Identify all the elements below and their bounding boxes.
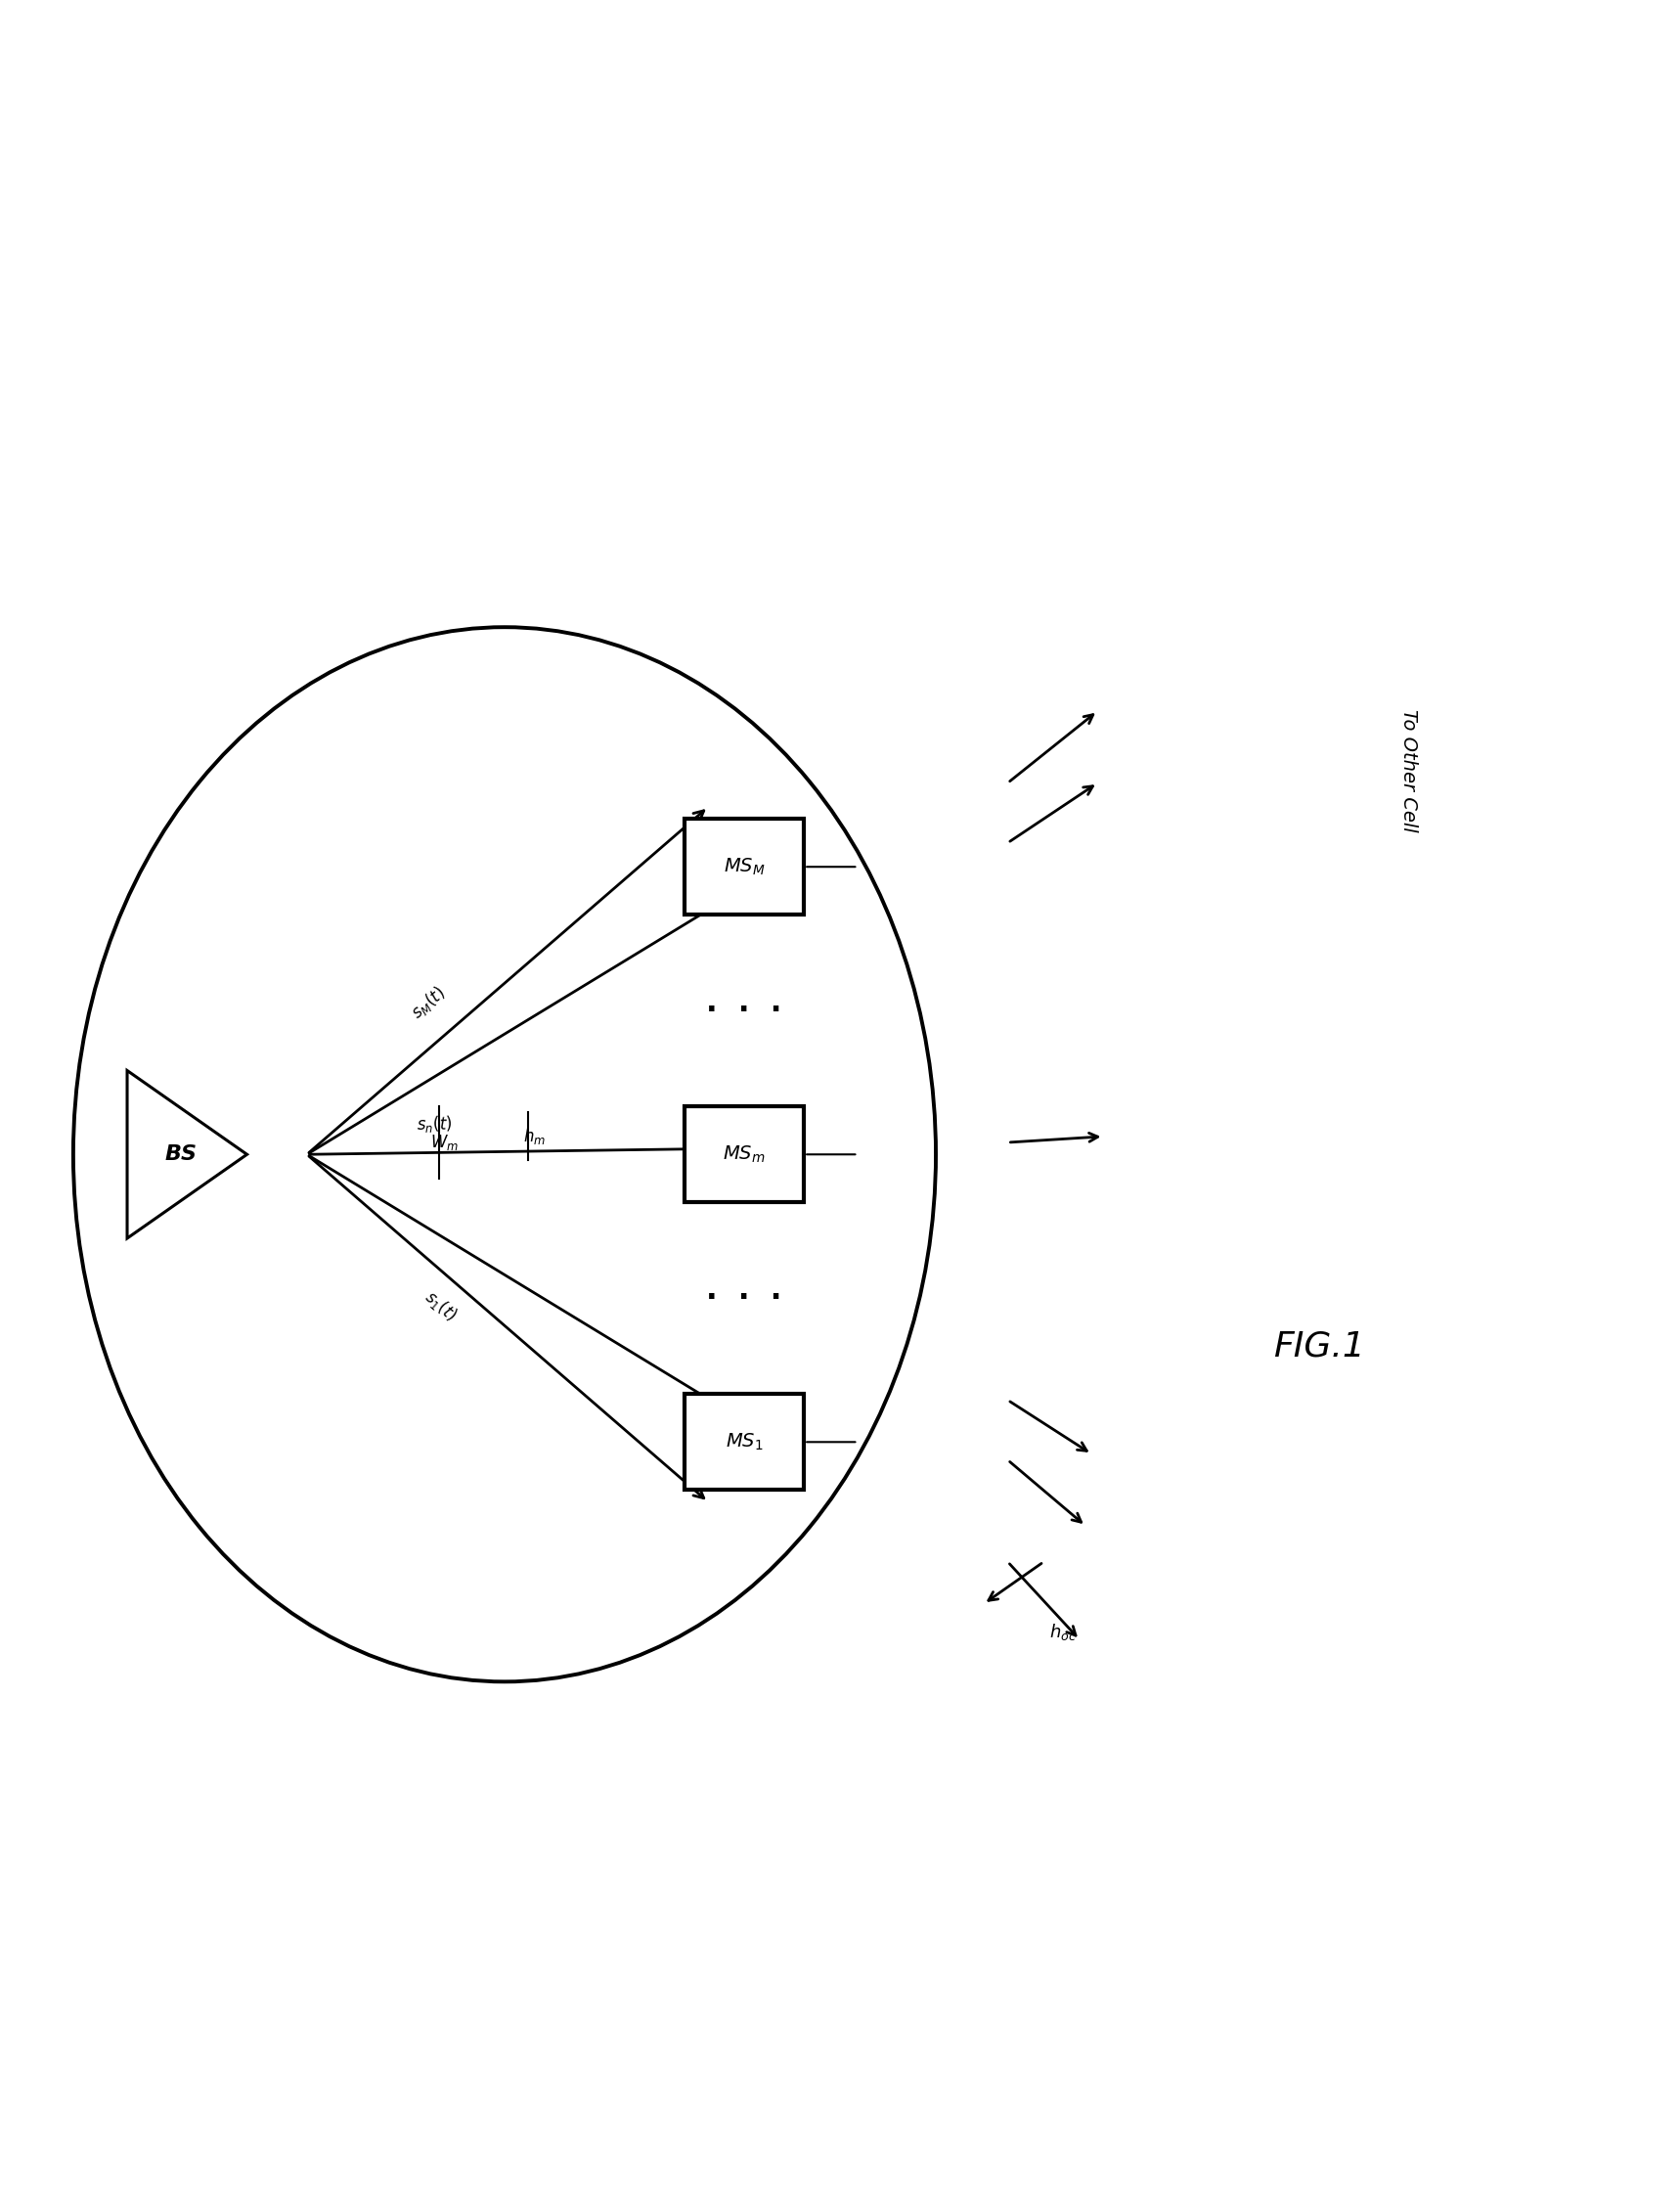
Text: $MS_m$: $MS_m$ (722, 1145, 766, 1165)
Text: ·  ·  ·: · · · (706, 996, 781, 1024)
Text: $s_M(t)$: $s_M(t)$ (408, 983, 450, 1022)
Text: FIG.1: FIG.1 (1273, 1329, 1366, 1364)
Text: $s_n(t)$: $s_n(t)$ (417, 1114, 452, 1134)
FancyBboxPatch shape (684, 1394, 805, 1491)
Text: BS: BS (165, 1145, 197, 1165)
Text: ·  ·  ·: · · · (706, 1285, 781, 1313)
FancyBboxPatch shape (684, 819, 805, 915)
Text: $MS_M$: $MS_M$ (724, 856, 764, 878)
Text: $s_1(t)$: $s_1(t)$ (420, 1287, 460, 1327)
Text: $h_{oc}$: $h_{oc}$ (1050, 1622, 1077, 1642)
Text: $MS_1$: $MS_1$ (726, 1432, 763, 1453)
FancyBboxPatch shape (684, 1105, 805, 1202)
Text: $h_m$: $h_m$ (522, 1125, 546, 1147)
Text: To Other Cell: To Other Cell (1399, 709, 1418, 832)
Text: $W_m$: $W_m$ (430, 1132, 459, 1151)
